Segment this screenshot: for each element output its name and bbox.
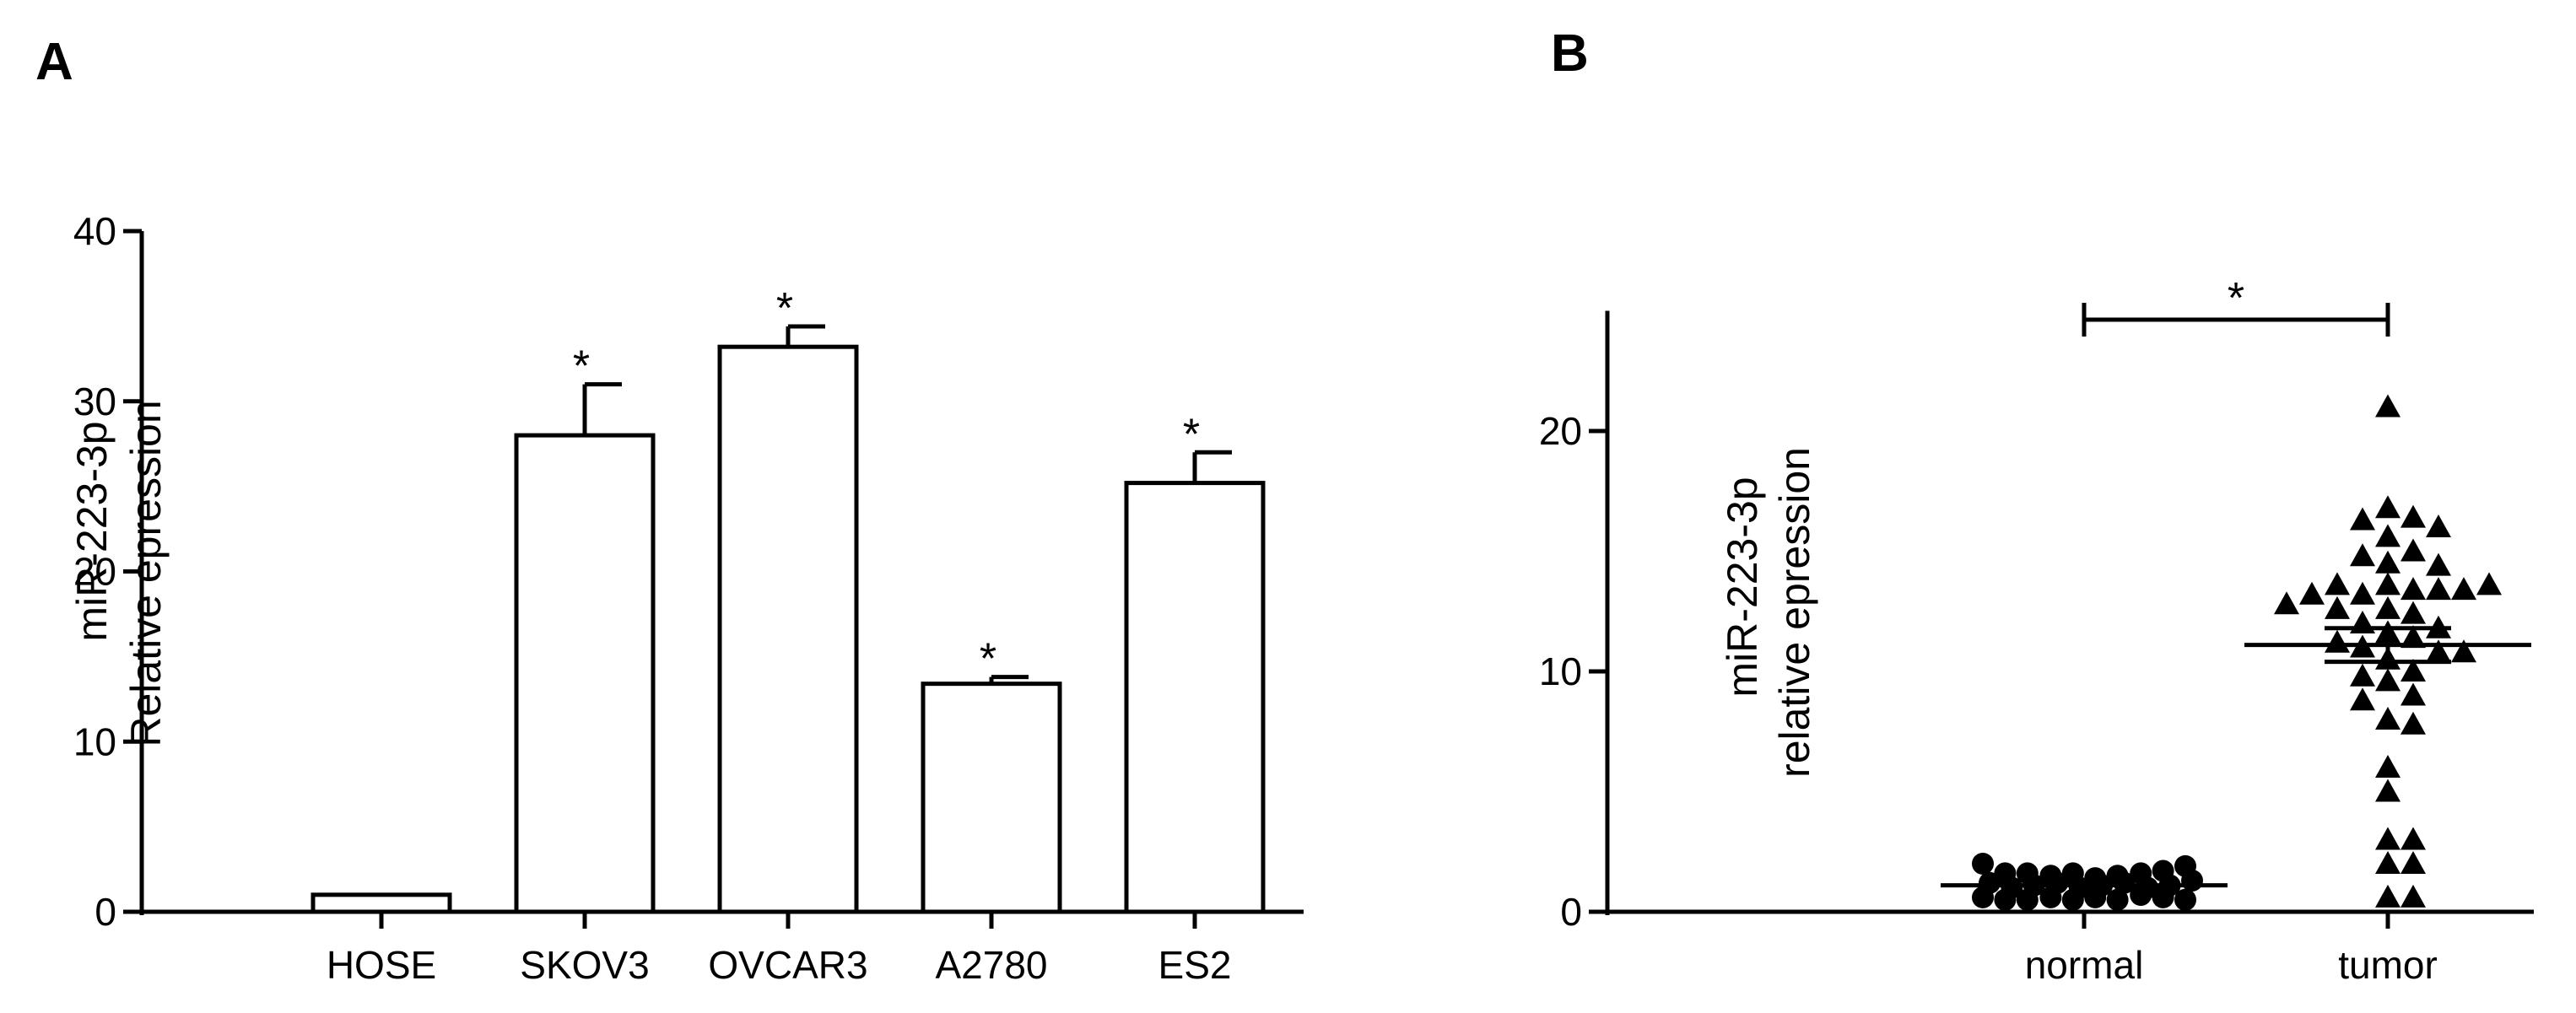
data-point <box>2039 886 2062 908</box>
data-point <box>2375 495 2400 519</box>
scatter-chart-ylabel-line2: relative epression <box>1771 447 1818 778</box>
significance-star: * <box>573 342 590 391</box>
significance-star: * <box>980 635 996 684</box>
data-point <box>2350 687 2375 711</box>
bar-chart-ylabel-line1: miR-223-3p <box>68 421 116 641</box>
data-point <box>2400 504 2426 528</box>
bar-chart-y-tick-label: 0 <box>95 890 116 934</box>
bar-chart-x-labels: HOSE SKOV3 OVCAR3 A2780 ES2 <box>327 943 1232 987</box>
data-point <box>1972 886 1994 908</box>
data-point <box>2350 507 2375 531</box>
data-point <box>2451 577 2476 601</box>
data-point <box>2400 577 2426 601</box>
significance-star: * <box>2228 274 2244 323</box>
data-point <box>2400 682 2426 706</box>
bar-chart-y-tick-label: 40 <box>73 209 116 253</box>
data-point <box>2451 639 2476 663</box>
scatter-chart-x-label: normal <box>2025 943 2144 987</box>
scatter-chart-y-tick-label: 20 <box>1539 409 1582 453</box>
bar-chart-x-label: A2780 <box>935 943 1047 987</box>
bar-chart-x-label: OVCAR3 <box>708 943 867 987</box>
data-point <box>2181 869 2203 892</box>
bar-chart-x-label: SKOV3 <box>520 943 649 987</box>
panel-letter-b: B <box>1551 24 1589 83</box>
data-point <box>2375 394 2400 418</box>
bar-chart-y-tick-label: 20 <box>73 550 116 594</box>
data-point <box>2400 827 2426 850</box>
data-point <box>2426 515 2451 537</box>
data-point <box>2375 755 2400 778</box>
scatter-chart-axes <box>1605 310 2534 915</box>
data-point <box>2113 871 2136 894</box>
data-point <box>2375 827 2400 850</box>
scatter-chart-ylabel-line1: miR-223-3p <box>1719 477 1766 697</box>
bar <box>311 892 452 914</box>
data-point <box>2375 884 2400 908</box>
data-point <box>2426 577 2451 601</box>
scatter-chart-points <box>1972 394 2502 911</box>
bar-chart-ylabel-line2: Relative epression <box>122 400 170 746</box>
data-point <box>2325 572 2350 595</box>
data-point <box>2375 707 2400 730</box>
data-point <box>2400 538 2426 562</box>
bar-chart-y-ticks: 0 10 20 30 40 <box>73 209 142 934</box>
data-point <box>2274 591 2299 615</box>
data-point <box>1972 853 1994 875</box>
scatter-chart-y-tick-label: 10 <box>1539 649 1582 693</box>
data-point <box>2106 888 2129 911</box>
bar <box>514 433 656 914</box>
data-point <box>2350 543 2375 567</box>
panel-letter-a: A <box>35 33 73 91</box>
data-point <box>2016 888 2039 911</box>
data-point <box>2375 572 2400 595</box>
data-point <box>2400 711 2426 735</box>
data-point <box>2130 884 2152 907</box>
bar-chart-bars: * * * * <box>311 284 1266 929</box>
scatter-chart-y-tick-label: 0 <box>1560 890 1582 934</box>
data-point <box>2375 851 2400 874</box>
data-point <box>2174 888 2196 911</box>
scatter-chart-x-label: tumor <box>2338 943 2438 987</box>
data-point <box>2400 601 2426 624</box>
bar-chart-x-label: ES2 <box>1158 943 1232 987</box>
significance-bracket: * <box>2082 274 2390 337</box>
data-point <box>2061 888 2084 911</box>
data-point <box>2400 659 2426 682</box>
data-point <box>2375 595 2400 619</box>
scatter-chart-panel: 0 10 20 normal tumor * miR-223-3p relative … <box>1539 274 2534 987</box>
data-point <box>2325 595 2350 619</box>
data-point <box>2400 884 2426 908</box>
data-point <box>2375 550 2400 574</box>
data-point <box>2426 639 2451 663</box>
data-point <box>2400 625 2426 649</box>
data-point <box>2350 581 2375 605</box>
data-point <box>2476 572 2502 595</box>
bar <box>921 682 1062 914</box>
data-point <box>2375 668 2400 692</box>
bar <box>1124 481 1266 914</box>
data-point <box>2375 524 2400 547</box>
data-point <box>2152 886 2174 908</box>
bar-chart-y-tick-label: 30 <box>73 380 116 423</box>
significance-star: * <box>776 284 793 333</box>
scatter-chart-y-ticks: 0 10 20 <box>1539 409 1607 934</box>
data-point <box>2299 581 2325 605</box>
data-point <box>2350 663 2375 687</box>
scatter-chart-mean-lines <box>1941 626 2531 888</box>
data-point <box>2400 851 2426 874</box>
data-point <box>1994 888 2017 911</box>
bar-chart-y-tick-label: 10 <box>73 719 116 763</box>
bar <box>717 344 859 914</box>
scatter-chart-x-labels: normal tumor <box>2025 912 2438 987</box>
bar-chart-x-label: HOSE <box>327 943 436 987</box>
bar-chart-panel: 0 10 20 30 40 * * * * HOSE SKOV3 OVCAR3 A2780 ES2 m… <box>68 209 1304 987</box>
data-point <box>2426 552 2451 576</box>
significance-star: * <box>1183 410 1200 459</box>
data-point <box>2375 779 2400 802</box>
data-point <box>2325 629 2350 653</box>
data-point <box>2084 886 2107 908</box>
